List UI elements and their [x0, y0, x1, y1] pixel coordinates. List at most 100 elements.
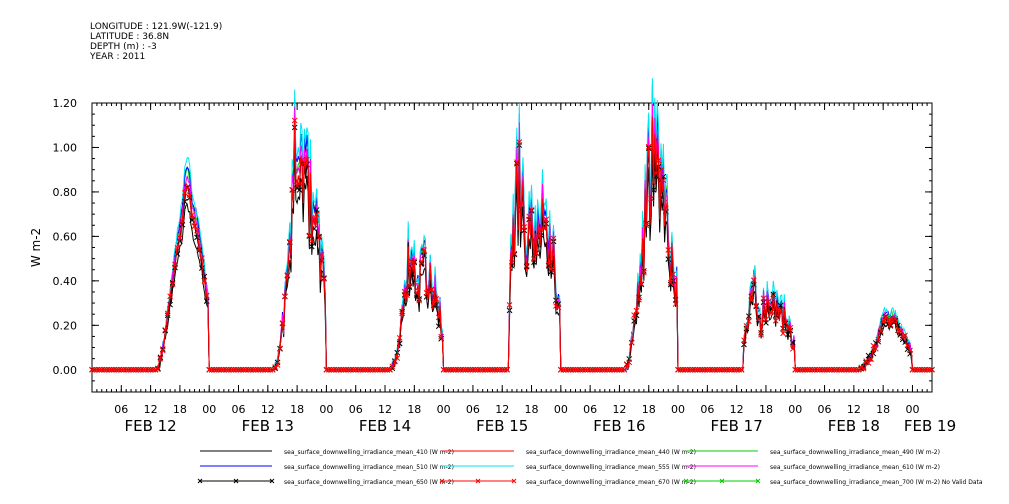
series-marker: [406, 283, 413, 289]
series-marker: [577, 366, 584, 373]
series-marker: [223, 366, 230, 373]
series-marker: [120, 366, 127, 373]
legend-marker: [511, 478, 517, 484]
legend-label: sea_surface_downwelling_irradiance_mean_…: [526, 479, 696, 486]
series-marker: [665, 247, 672, 253]
series-marker: [98, 366, 105, 373]
series-marker: [838, 366, 845, 373]
series-marker: [199, 265, 205, 271]
series-marker: [257, 366, 264, 373]
series-marker: [550, 235, 557, 242]
series-marker: [245, 366, 252, 373]
series-marker: [291, 117, 298, 124]
series-marker: [533, 250, 540, 257]
y-axis-label: W m-2: [29, 228, 43, 267]
series-marker: [374, 366, 381, 373]
x-tick-label: 18: [290, 403, 304, 416]
x-tick-label: 00: [437, 403, 451, 416]
series-marker: [592, 366, 598, 373]
series-marker: [694, 366, 701, 373]
series-marker: [501, 366, 508, 373]
series-marker: [794, 366, 801, 373]
series-marker: [846, 366, 852, 373]
series-marker: [890, 317, 896, 324]
series-marker: [416, 297, 423, 304]
series-marker: [684, 366, 691, 373]
legend-marker: [755, 478, 761, 484]
series-marker: [772, 317, 779, 324]
series-marker: [633, 307, 640, 314]
series-marker: [804, 366, 811, 373]
series-marker: [242, 366, 249, 373]
series-marker: [487, 366, 493, 373]
series-marker: [770, 293, 777, 299]
x-tick-label: 18: [642, 403, 656, 416]
series-marker: [194, 227, 200, 234]
legend-marker: [233, 478, 239, 484]
series-marker: [116, 366, 122, 373]
series-marker: [333, 366, 340, 373]
x-tick-label: 12: [261, 403, 275, 416]
series-marker: [135, 366, 142, 373]
series-marker: [816, 366, 823, 373]
x-tick-label: 18: [525, 403, 539, 416]
series-marker: [682, 366, 689, 373]
x-date-label: FEB 14: [359, 417, 411, 435]
series-marker: [799, 366, 806, 373]
x-tick-label: 18: [759, 403, 773, 416]
series-marker: [418, 259, 425, 266]
x-tick-label: 00: [671, 403, 685, 416]
y-tick-label: 1.20: [53, 97, 78, 110]
series-marker: [457, 366, 464, 373]
series-marker: [369, 366, 376, 373]
series-markers-7: [89, 117, 935, 373]
series-marker: [653, 170, 659, 177]
x-date-label: FEB 19: [904, 417, 956, 435]
series-marker: [108, 366, 115, 373]
series-marker: [833, 366, 840, 373]
series-marker: [555, 304, 562, 311]
series-marker: [575, 366, 581, 373]
series-marker: [711, 366, 718, 373]
series-marker: [567, 366, 574, 373]
series-marker: [203, 292, 210, 299]
series-marker: [296, 180, 303, 187]
series-marker: [557, 366, 564, 373]
series-marker: [228, 366, 235, 373]
series-marker: [379, 366, 386, 373]
series-marker: [472, 366, 479, 373]
series-marker: [616, 366, 623, 373]
series-marker: [101, 366, 108, 373]
series-marker: [650, 179, 657, 186]
series-marker: [667, 279, 674, 286]
series-marker: [628, 339, 635, 346]
series-marker: [675, 366, 681, 373]
series-marker: [894, 322, 901, 329]
series-marker: [626, 359, 633, 366]
series-marker: [763, 316, 769, 323]
series-marker: [233, 366, 239, 373]
series-marker: [96, 366, 103, 373]
series-marker: [433, 295, 440, 302]
series-marker: [536, 233, 542, 239]
series-marker: [531, 256, 537, 263]
series-marker: [614, 366, 620, 373]
series-marker: [743, 323, 750, 329]
series-marker: [335, 366, 342, 373]
series-marker: [877, 328, 884, 335]
series-marker: [907, 347, 913, 354]
series-marker: [506, 302, 513, 308]
series-marker: [323, 366, 330, 373]
series-marker: [885, 316, 891, 323]
series-marker: [306, 233, 313, 240]
legend-marker: [269, 478, 275, 484]
series-marker: [184, 185, 191, 191]
x-date-label: FEB 17: [711, 417, 763, 435]
series-marker: [689, 366, 696, 373]
series-marker: [807, 366, 813, 373]
series-marker: [929, 366, 935, 373]
series-marker: [875, 336, 882, 343]
series-marker: [308, 243, 315, 250]
series-marker: [167, 293, 173, 300]
